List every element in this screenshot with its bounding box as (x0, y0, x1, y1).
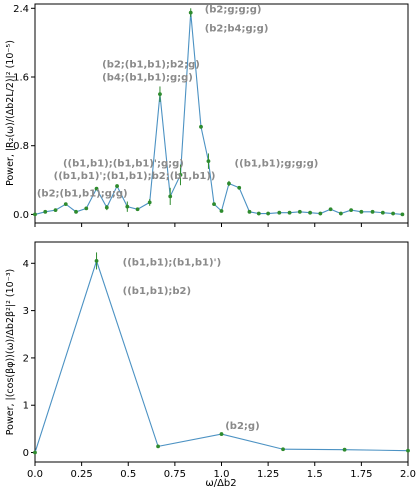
data-point (104, 205, 109, 210)
data-point (219, 432, 224, 436)
y-tick-label: 0.0 (13, 210, 29, 221)
data-point (168, 194, 173, 199)
bottom-annotations: ((b1,b1);(b1,b1)') ((b1,b1);b2) (b2;g) (123, 258, 260, 432)
data-point (199, 124, 203, 129)
data-point (370, 209, 375, 214)
annotation-label: ((b1,b1);(b1,b1)') (123, 258, 222, 269)
data-point (53, 208, 58, 213)
annotation-label: (b2;g) (225, 421, 259, 432)
y-tick-label: 2 (23, 353, 29, 364)
y-tick-label: 2.4 (13, 4, 29, 15)
x-tick-label: 0.25 (70, 469, 92, 480)
y-tick-label: 0.8 (13, 141, 29, 152)
x-tick-label: 0.5 (120, 469, 136, 480)
data-point (147, 200, 152, 205)
data-point (94, 259, 99, 263)
annotation-label: (b2;g;g;g) (205, 5, 262, 16)
data-point (178, 173, 183, 177)
bottom-axis-ticks: 0 1 2 3 4 0.0 0.25 0.5 0.75 1.0 1.25 1.5 1.75 2.0 (23, 259, 416, 480)
data-point (212, 202, 216, 207)
data-point (43, 209, 48, 214)
x-tick-label: 1.75 (350, 469, 372, 480)
bottom-panel: 0 1 2 3 4 0.0 0.25 0.5 0.75 1.0 1.25 1.5 1.75 2.0 ((b… (5, 241, 416, 489)
data-point (400, 212, 405, 217)
data-point (219, 209, 224, 213)
data-point (156, 444, 160, 449)
x-tick-label: 2.0 (400, 469, 416, 480)
data-point (318, 211, 323, 216)
data-point (277, 210, 282, 215)
data-point (115, 184, 119, 188)
x-tick-label: 1.5 (307, 469, 323, 480)
top-annotations: (b2;g;g;g)(b2;b4;g;g)(b2;(b1,b1);b2;g)(b… (37, 5, 318, 200)
y-tick-label: 4 (23, 259, 29, 270)
bottom-series (33, 252, 410, 455)
data-point (33, 212, 37, 217)
x-tick-label: 0.0 (27, 469, 43, 480)
data-point (188, 10, 193, 15)
annotation-label: ((b1,b1);g;g;g) (235, 158, 319, 169)
y-tick-label: 1 (23, 401, 29, 412)
data-point (380, 210, 385, 215)
y-tick-label: 1.6 (13, 73, 29, 84)
data-point (287, 210, 292, 215)
annotation-label: ((b1,b1);(b1,b1)';g;g) (63, 158, 184, 169)
data-point (349, 208, 354, 213)
data-point (158, 92, 162, 97)
top-y-axis-label: Power, |R₂(ω)/(Δb2L/2)|² (10⁻⁵) (5, 40, 16, 186)
data-point (266, 211, 271, 216)
annotation-label: (b2;b4;g;g) (205, 23, 269, 34)
data-point (297, 209, 302, 214)
x-tick-label: 0.75 (164, 469, 186, 480)
bottom-plot-frame (34, 241, 409, 463)
data-point (63, 202, 68, 207)
data-point (338, 211, 343, 216)
data-point (125, 204, 130, 209)
data-point (391, 211, 395, 216)
data-point (33, 450, 37, 455)
data-point (135, 207, 140, 212)
data-point (247, 209, 252, 214)
data-point (308, 210, 312, 215)
bottom-y-axis-label: Power, |(cos(βφ))(ω)/Δb2β²|² (10⁻³) (5, 269, 16, 435)
y-tick-label: 0 (23, 448, 29, 459)
data-point (206, 159, 211, 164)
annotation-label: (b2;(b1,b1);b2;g) (102, 60, 200, 71)
data-point (237, 185, 242, 190)
annotation-label: ((b1,b1);b2) (123, 286, 191, 297)
data-point (227, 181, 231, 186)
top-axis-ticks: 0.0 0.8 1.6 2.4 (13, 4, 409, 227)
data-point (359, 209, 364, 214)
series-line (34, 12, 403, 215)
data-point (406, 448, 410, 453)
top-series (33, 8, 405, 217)
data-point (256, 211, 261, 216)
annotation-label: (b2;(b1,b1);g;g) (37, 188, 128, 199)
x-tick-label: 1.25 (257, 469, 279, 480)
data-point (74, 209, 78, 214)
annotation-label: ((b1,b1)';(b1,b1);b2;(b1,b1)) (54, 171, 216, 182)
data-point (281, 447, 285, 452)
top-panel: 0.0 0.8 1.6 2.4 (b2;g;g;g) (b2;b4;g;g) (b2;(b… (5, 3, 409, 227)
x-axis-label: ω/Δb2 (205, 478, 236, 489)
data-point (328, 207, 333, 212)
y-tick-label: 3 (23, 306, 29, 317)
data-point (84, 206, 89, 211)
data-point (94, 186, 99, 191)
x-tick-label: 1.0 (214, 469, 230, 480)
data-point (342, 447, 347, 452)
series-line (34, 259, 409, 453)
annotation-label: (b4;(b1,b1);g;g) (102, 72, 193, 83)
